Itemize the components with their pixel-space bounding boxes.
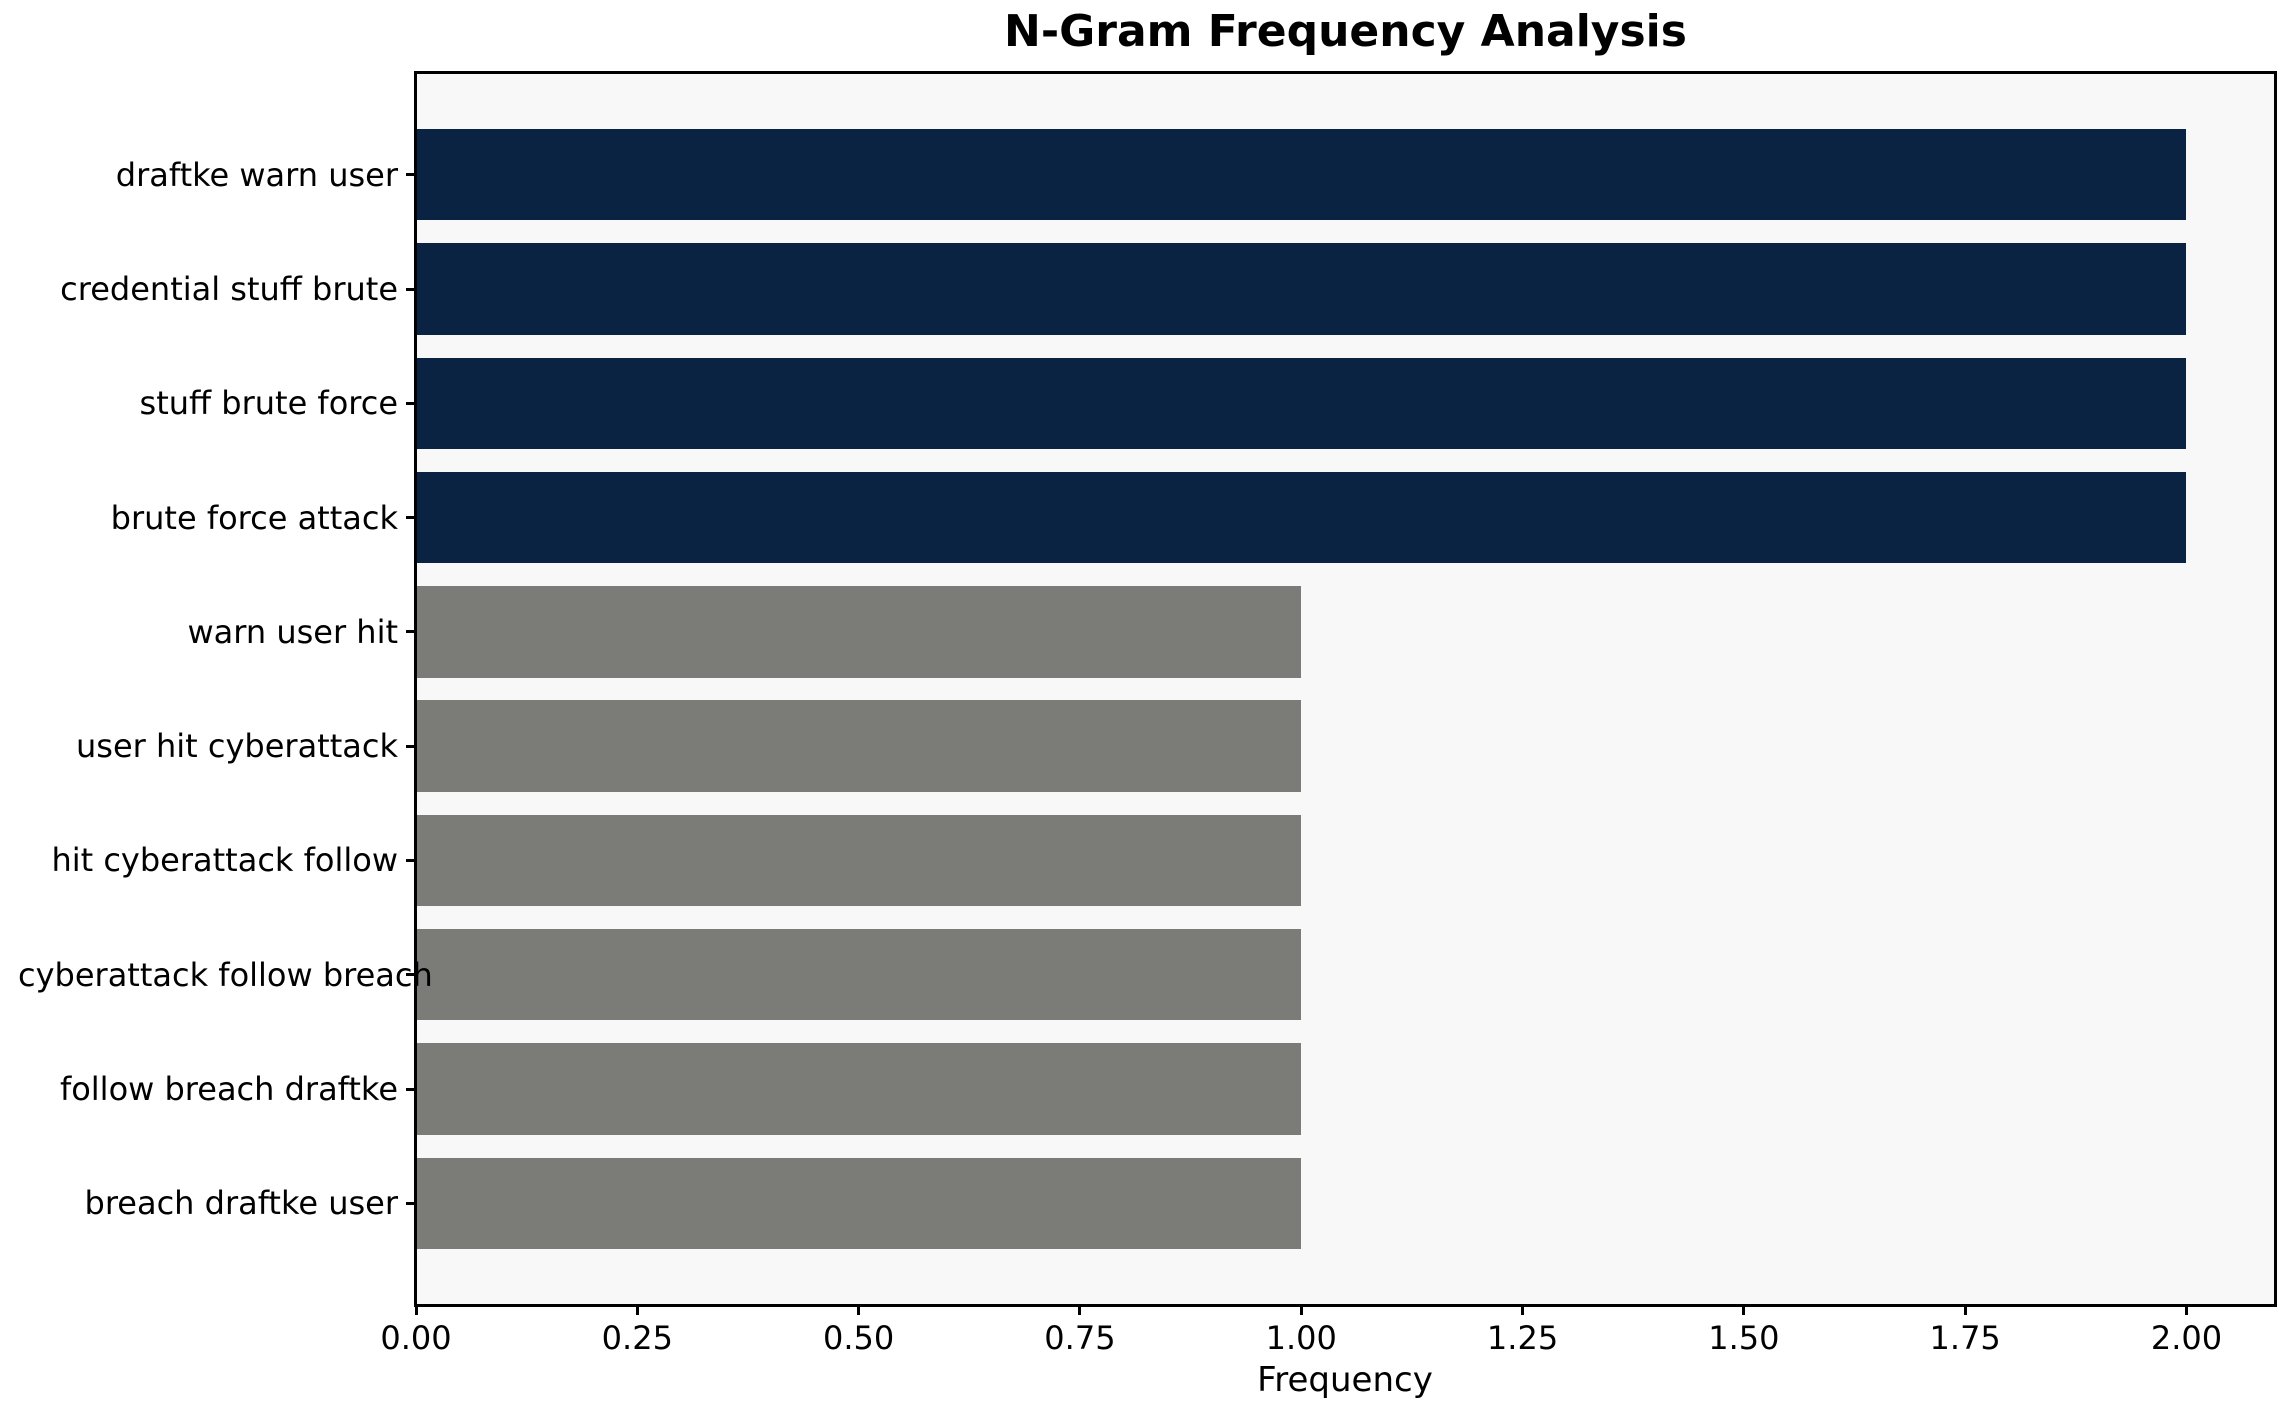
x-tick-mark [1299,1305,1303,1315]
y-tick-label: draftke warn user [115,155,398,194]
y-tick-label: stuff brute force [139,384,398,423]
y-tick-mark [406,1201,416,1205]
y-tick-label: warn user hit [187,612,398,651]
x-tick-mark [2184,1305,2188,1315]
y-tick-mark [406,287,416,291]
x-tick-label: 1.25 [1486,1319,1559,1357]
bar-credential-stuff-brute [416,243,2187,335]
y-tick-label: cyberattack follow breach [18,955,433,994]
x-tick-label: 1.75 [1929,1319,2001,1357]
bar-breach-draftke-user [416,1157,1302,1249]
y-tick-mark [406,973,416,977]
y-tick-mark [406,630,416,634]
y-tick-mark [406,401,416,405]
x-tick-label: 2.00 [2150,1319,2223,1357]
y-tick-mark [406,516,416,520]
chart-title: N-Gram Frequency Analysis [1004,6,1687,57]
x-tick-mark [1521,1305,1525,1315]
y-tick-label: breach draftke user [84,1184,398,1223]
x-tick-label: 0.00 [380,1319,452,1357]
x-tick-mark [414,1305,418,1315]
bar-follow-breach-draftke [416,1043,1302,1135]
y-tick-mark [406,744,416,748]
bar-user-hit-cyberattack [416,700,1302,792]
x-tick-label: 0.50 [822,1319,895,1357]
y-tick-label: hit cyberattack follow [51,841,398,880]
y-tick-mark [406,858,416,862]
y-tick-mark [406,173,416,177]
x-tick-mark [1078,1305,1082,1315]
x-tick-mark [635,1305,639,1315]
x-tick-label: 1.00 [1265,1319,1337,1357]
x-tick-mark [857,1305,861,1315]
bar-stuff-brute-force [416,357,2187,449]
x-tick-label: 0.75 [1044,1319,1116,1357]
bar-cyberattack-follow-breach [416,929,1302,1021]
bar-brute-force-attack [416,471,2187,564]
x-tick-mark [1742,1305,1746,1315]
y-tick-label: credential stuff brute [60,270,398,308]
y-tick-label: user hit cyberattack [76,727,398,766]
bar-warn-user-hit [416,586,1302,678]
x-tick-mark [1963,1305,1967,1315]
bar-draftke-warn-user [416,129,2187,221]
y-tick-label: follow breach draftke [59,1070,398,1108]
x-tick-label: 0.25 [601,1319,673,1357]
x-tick-label: 1.50 [1708,1319,1780,1357]
y-tick-mark [406,1087,416,1091]
y-tick-label: brute force attack [110,498,398,537]
x-axis-title: Frequency [1257,1360,1433,1400]
bar-hit-cyberattack-follow [416,814,1302,907]
